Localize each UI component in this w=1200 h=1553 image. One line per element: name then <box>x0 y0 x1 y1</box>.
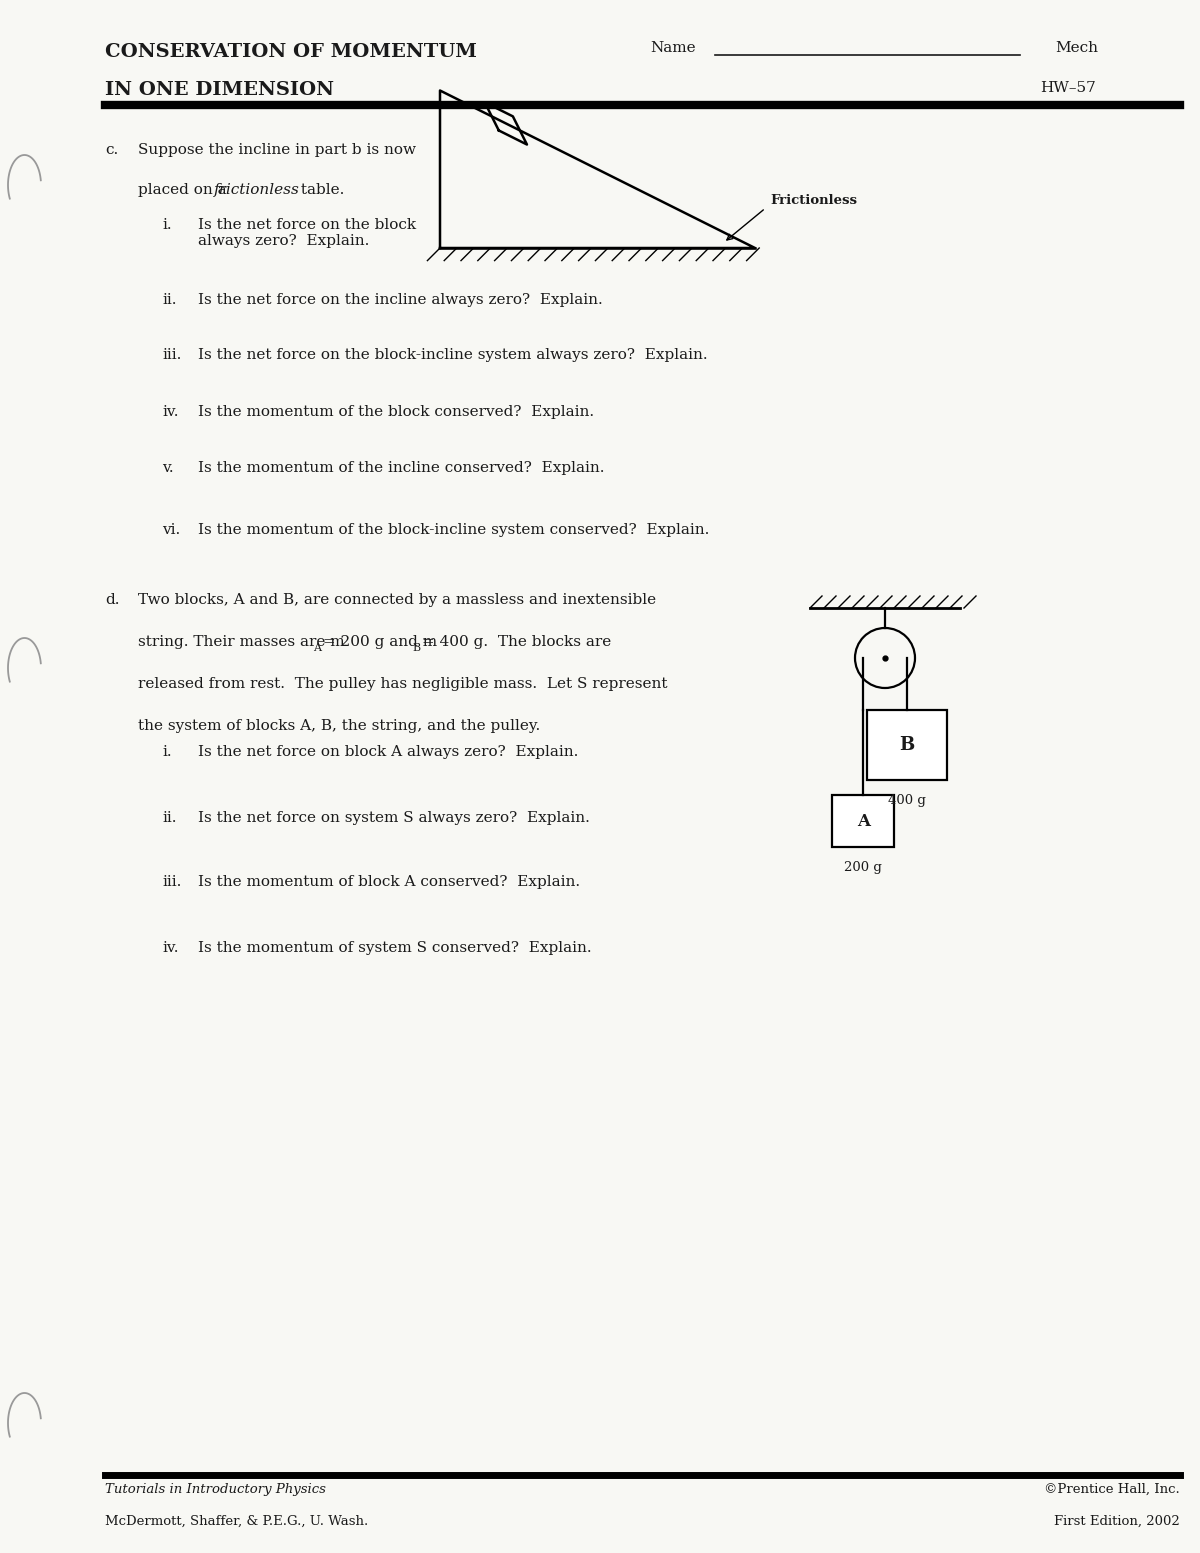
Text: iv.: iv. <box>162 405 179 419</box>
Text: iii.: iii. <box>162 874 181 888</box>
Text: Two blocks, A and B, are connected by a massless and inextensible: Two blocks, A and B, are connected by a … <box>138 593 656 607</box>
Text: ©Prentice Hall, Inc.: ©Prentice Hall, Inc. <box>1044 1483 1180 1496</box>
Text: Is the net force on the incline always zero?  Explain.: Is the net force on the incline always z… <box>198 294 602 307</box>
Text: iii.: iii. <box>162 348 181 362</box>
Text: First Edition, 2002: First Edition, 2002 <box>1055 1516 1180 1528</box>
Text: frictionless: frictionless <box>214 183 300 197</box>
Text: Is the momentum of the block-incline system conserved?  Explain.: Is the momentum of the block-incline sys… <box>198 523 709 537</box>
Bar <box>833 795 894 846</box>
Bar <box>866 710 947 780</box>
Text: the system of blocks A, B, the string, and the pulley.: the system of blocks A, B, the string, a… <box>138 719 540 733</box>
Text: c.: c. <box>106 143 119 157</box>
Text: = 200 g and m: = 200 g and m <box>318 635 437 649</box>
Text: Is the momentum of system S conserved?  Explain.: Is the momentum of system S conserved? E… <box>198 941 592 955</box>
Text: table.: table. <box>296 183 344 197</box>
Text: iv.: iv. <box>162 941 179 955</box>
Text: Name: Name <box>650 40 696 54</box>
Text: CONSERVATION OF MOMENTUM: CONSERVATION OF MOMENTUM <box>106 43 476 61</box>
Text: Is the momentum of the block conserved?  Explain.: Is the momentum of the block conserved? … <box>198 405 594 419</box>
Text: = 400 g.  The blocks are: = 400 g. The blocks are <box>418 635 612 649</box>
Text: ii.: ii. <box>162 294 176 307</box>
Text: vi.: vi. <box>162 523 180 537</box>
Text: 200 g: 200 g <box>845 860 882 874</box>
Text: B: B <box>899 736 914 755</box>
Text: McDermott, Shaffer, & P.E.G., U. Wash.: McDermott, Shaffer, & P.E.G., U. Wash. <box>106 1516 368 1528</box>
Text: A: A <box>313 643 320 652</box>
Text: string. Their masses are m: string. Their masses are m <box>138 635 344 649</box>
Text: Tutorials in Introductory Physics: Tutorials in Introductory Physics <box>106 1483 326 1496</box>
Text: Is the momentum of the incline conserved?  Explain.: Is the momentum of the incline conserved… <box>198 461 605 475</box>
Text: 400 g: 400 g <box>888 794 925 808</box>
Text: i.: i. <box>162 745 172 759</box>
Text: Is the net force on block A always zero?  Explain.: Is the net force on block A always zero?… <box>198 745 578 759</box>
Text: Frictionless: Frictionless <box>770 194 858 207</box>
Text: ii.: ii. <box>162 811 176 825</box>
Text: Mech: Mech <box>1055 40 1098 54</box>
Text: HW–57: HW–57 <box>1040 81 1096 95</box>
Text: Is the net force on system S always zero?  Explain.: Is the net force on system S always zero… <box>198 811 590 825</box>
Text: Is the net force on the block
always zero?  Explain.: Is the net force on the block always zer… <box>198 217 416 248</box>
Text: v.: v. <box>162 461 174 475</box>
Text: Is the net force on the block-incline system always zero?  Explain.: Is the net force on the block-incline sy… <box>198 348 708 362</box>
Text: i.: i. <box>162 217 172 231</box>
Text: A: A <box>857 812 870 829</box>
Text: d.: d. <box>106 593 120 607</box>
Text: placed on a: placed on a <box>138 183 232 197</box>
Text: B: B <box>412 643 420 652</box>
Text: Suppose the incline in part b is now: Suppose the incline in part b is now <box>138 143 416 157</box>
Text: IN ONE DIMENSION: IN ONE DIMENSION <box>106 81 334 99</box>
Text: released from rest.  The pulley has negligible mass.  Let S represent: released from rest. The pulley has negli… <box>138 677 667 691</box>
Text: Is the momentum of block A conserved?  Explain.: Is the momentum of block A conserved? Ex… <box>198 874 580 888</box>
